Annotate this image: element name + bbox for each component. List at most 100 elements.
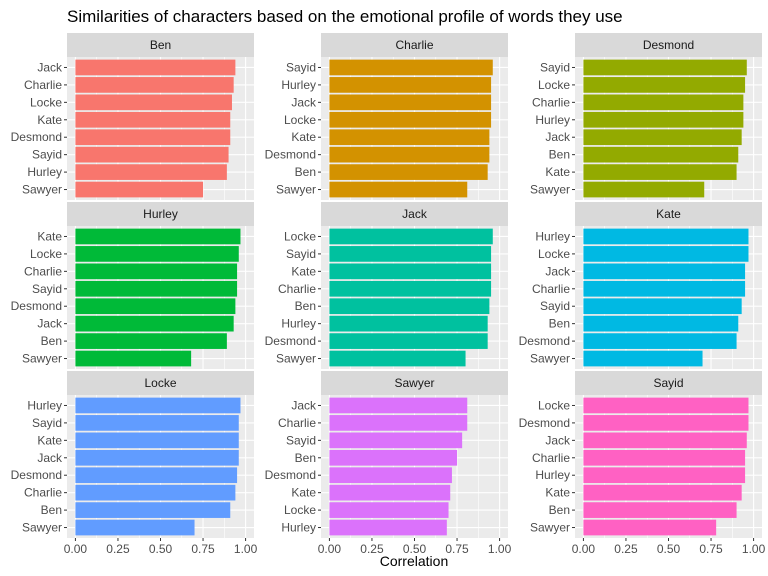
y-tick-label: Locke bbox=[538, 78, 570, 92]
y-tick-label: Ben bbox=[41, 503, 62, 517]
y-tick-label: Kate bbox=[37, 229, 62, 243]
y-tick-label: Jack bbox=[37, 60, 63, 74]
y-tick-label: Kate bbox=[37, 433, 62, 447]
y-tick-label: Desmond bbox=[11, 299, 62, 313]
x-tick-label: 0.00 bbox=[572, 542, 596, 556]
y-tick-label: Hurley bbox=[281, 521, 316, 535]
y-tick-label: Sayid bbox=[286, 247, 316, 261]
bar bbox=[583, 246, 749, 262]
bar bbox=[329, 129, 490, 146]
bar bbox=[75, 111, 231, 128]
bar bbox=[75, 315, 234, 332]
y-tick-label: Hurley bbox=[535, 229, 570, 243]
facet-strip-label: Sayid bbox=[653, 376, 683, 390]
bar bbox=[329, 146, 490, 163]
y-tick-label: Charlie bbox=[532, 95, 570, 109]
bar bbox=[583, 111, 744, 128]
y-tick-label: Locke bbox=[284, 503, 316, 517]
y-tick-label: Sawyer bbox=[22, 352, 62, 366]
y-tick-label: Locke bbox=[284, 229, 316, 243]
facet-strip-label: Charlie bbox=[395, 38, 433, 52]
bar bbox=[75, 59, 236, 76]
facet-strip-label: Jack bbox=[402, 207, 428, 221]
bar bbox=[583, 432, 747, 449]
facet-panel: Locke Hurley Sayid Kate Jack Desmond Charlie Be… bbox=[11, 371, 258, 556]
bar bbox=[329, 263, 492, 280]
bar bbox=[583, 467, 746, 484]
bar bbox=[583, 415, 749, 431]
x-axis-title: Correlation bbox=[380, 553, 448, 569]
facet-panel: Charlie Sayid Hurley Jack Locke Kate Desmond Be… bbox=[265, 33, 508, 200]
bar bbox=[583, 397, 749, 414]
bar bbox=[583, 164, 737, 180]
y-tick-label: Jack bbox=[545, 130, 571, 144]
bar bbox=[75, 484, 236, 501]
y-tick-label: Hurley bbox=[535, 468, 570, 482]
facet-panel: Kate Hurley Locke Jack Charlie Sayid Ben Desmon… bbox=[519, 202, 762, 369]
bar bbox=[329, 350, 466, 367]
bar bbox=[75, 432, 239, 449]
facet-panel: Hurley Kate Locke Charlie Sayid Desmond Jack Be… bbox=[11, 202, 254, 369]
x-tick-label: 0.75 bbox=[445, 542, 469, 556]
bar bbox=[75, 77, 234, 93]
bar bbox=[583, 181, 705, 198]
bar bbox=[583, 449, 746, 466]
y-tick-label: Desmond bbox=[519, 416, 570, 430]
y-tick-label: Sayid bbox=[32, 148, 62, 162]
bar bbox=[583, 146, 739, 163]
bar bbox=[583, 315, 739, 332]
bar bbox=[75, 129, 231, 146]
bar bbox=[75, 263, 238, 280]
y-tick-label: Sayid bbox=[540, 299, 570, 313]
x-tick-label: 0.25 bbox=[360, 542, 384, 556]
y-tick-label: Charlie bbox=[24, 486, 62, 500]
bar bbox=[583, 350, 703, 367]
x-tick-label: 0.25 bbox=[614, 542, 638, 556]
bar bbox=[329, 246, 492, 262]
facet-strip-label: Hurley bbox=[143, 207, 178, 221]
y-tick-label: Hurley bbox=[27, 398, 62, 412]
y-tick-label: Locke bbox=[284, 113, 316, 127]
bar bbox=[329, 415, 468, 431]
y-tick-label: Sawyer bbox=[22, 521, 62, 535]
facet-strip bbox=[67, 371, 254, 395]
bar bbox=[583, 298, 742, 315]
x-tick-label: 1.00 bbox=[488, 542, 512, 556]
y-tick-label: Charlie bbox=[278, 416, 316, 430]
y-tick-label: Locke bbox=[30, 95, 62, 109]
facet-strip bbox=[575, 33, 762, 57]
x-tick-label: 1.00 bbox=[742, 542, 766, 556]
facet-strip-label: Ben bbox=[150, 38, 171, 52]
bar bbox=[75, 228, 241, 245]
y-tick-label: Hurley bbox=[27, 165, 62, 179]
x-tick-label: 0.25 bbox=[106, 542, 130, 556]
facet-panel: Ben Jack Charlie Locke Kate Desmond Sayid Hurle… bbox=[11, 33, 254, 200]
facet-strip bbox=[575, 371, 762, 395]
y-tick-label: Sayid bbox=[286, 433, 316, 447]
y-tick-label: Ben bbox=[295, 299, 316, 313]
bar bbox=[583, 333, 737, 349]
y-tick-label: Jack bbox=[545, 433, 571, 447]
facet-panel: Desmond Sayid Locke Charlie Hurley Jack Ben Kat… bbox=[530, 33, 762, 200]
y-tick-label: Sayid bbox=[286, 60, 316, 74]
y-tick-label: Desmond bbox=[265, 468, 316, 482]
bar bbox=[75, 467, 238, 484]
facet-strip bbox=[321, 202, 508, 226]
bar bbox=[75, 415, 239, 431]
bar bbox=[75, 397, 241, 414]
bar bbox=[583, 263, 746, 280]
bar bbox=[329, 315, 488, 332]
bar bbox=[329, 94, 492, 111]
y-tick-label: Locke bbox=[538, 398, 570, 412]
bar bbox=[329, 519, 447, 536]
y-tick-label: Ben bbox=[549, 148, 570, 162]
y-tick-label: Sawyer bbox=[530, 183, 570, 197]
bar bbox=[329, 77, 492, 93]
y-tick-label: Sawyer bbox=[530, 521, 570, 535]
y-tick-label: Kate bbox=[545, 486, 570, 500]
y-tick-label: Kate bbox=[291, 264, 316, 278]
y-tick-label: Desmond bbox=[265, 148, 316, 162]
y-tick-label: Ben bbox=[549, 317, 570, 331]
y-tick-label: Desmond bbox=[519, 334, 570, 348]
